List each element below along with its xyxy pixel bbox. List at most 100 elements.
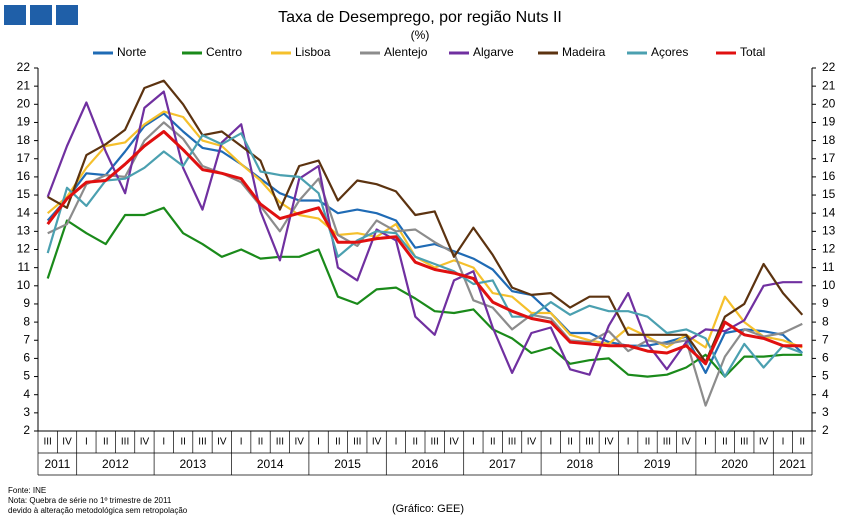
- x-tick-label: IV: [604, 437, 614, 448]
- y-tick-label: 5: [23, 369, 30, 383]
- year-label: 2016: [412, 457, 439, 471]
- y-tick-label: 10: [17, 278, 31, 292]
- x-tick-label: II: [800, 437, 806, 448]
- x-tick-label: IV: [372, 437, 382, 448]
- x-tick-label: IV: [62, 437, 72, 448]
- legend-label: Algarve: [473, 45, 514, 59]
- y2-tick-label: 18: [822, 133, 836, 147]
- y-tick-label: 18: [17, 133, 31, 147]
- y-tick-label: 22: [17, 60, 31, 74]
- x-tick-label: I: [85, 437, 88, 448]
- y-tick-label: 11: [18, 260, 31, 274]
- y2-tick-label: 21: [822, 78, 836, 92]
- x-tick-label: IV: [527, 437, 537, 448]
- logo-square: [30, 5, 52, 25]
- y2-tick-label: 12: [822, 242, 836, 256]
- y2-tick-label: 20: [822, 96, 836, 110]
- y2-tick-label: 6: [822, 351, 829, 365]
- y-tick-label: 6: [23, 351, 30, 365]
- y-tick-label: 19: [17, 115, 31, 129]
- y-tick-label: 17: [17, 151, 31, 165]
- x-tick-label: IV: [294, 437, 304, 448]
- series-line: [47, 121, 803, 407]
- y-tick-label: 12: [17, 242, 31, 256]
- legend-label: Alentejo: [384, 45, 428, 59]
- x-tick-label: II: [103, 437, 109, 448]
- legend-label: Centro: [206, 45, 242, 59]
- x-tick-label: III: [585, 437, 593, 448]
- y2-tick-label: 10: [822, 278, 836, 292]
- x-tick-label: III: [740, 437, 748, 448]
- x-tick-label: III: [431, 437, 439, 448]
- x-tick-label: III: [663, 437, 671, 448]
- x-tick-label: I: [627, 437, 630, 448]
- chart-subtitle: (%): [411, 28, 430, 42]
- year-label: 2015: [334, 457, 361, 471]
- x-tick-label: I: [782, 437, 785, 448]
- series-line: [46, 132, 803, 378]
- legend-label: Total: [740, 45, 765, 59]
- y-tick-label: 8: [23, 314, 30, 328]
- year-label: 2011: [44, 457, 70, 471]
- x-tick-label: II: [490, 437, 496, 448]
- x-tick-label: I: [704, 437, 707, 448]
- y-tick-label: 4: [23, 387, 30, 401]
- logo-square: [4, 5, 26, 25]
- x-tick-label: III: [276, 437, 284, 448]
- y2-tick-label: 22: [822, 60, 836, 74]
- x-tick-label: III: [44, 437, 52, 448]
- y-tick-label: 3: [23, 405, 30, 419]
- series-line: [46, 206, 803, 378]
- x-tick-label: IV: [449, 437, 459, 448]
- credit: (Gráfico: GEE): [392, 503, 464, 515]
- x-tick-label: I: [395, 437, 398, 448]
- year-label: 2013: [179, 457, 206, 471]
- x-tick-label: II: [180, 437, 186, 448]
- y2-tick-label: 5: [822, 369, 829, 383]
- x-tick-label: II: [722, 437, 728, 448]
- source: Fonte: INE: [8, 486, 46, 495]
- y2-tick-label: 19: [822, 115, 836, 129]
- y-tick-label: 13: [17, 224, 31, 238]
- y-tick-label: 20: [17, 96, 31, 110]
- x-tick-label: II: [258, 437, 264, 448]
- x-tick-label: I: [549, 437, 552, 448]
- legend-label: Madeira: [562, 45, 606, 59]
- year-label: 2020: [721, 457, 748, 471]
- year-label: 2019: [644, 457, 671, 471]
- note: devido à alteração metodológica sem retr…: [8, 506, 188, 515]
- series-line: [46, 110, 803, 349]
- y-tick-label: 7: [23, 332, 30, 346]
- x-tick-label: I: [317, 437, 320, 448]
- y2-tick-label: 7: [822, 332, 829, 346]
- y2-tick-label: 14: [822, 205, 836, 219]
- logo-square: [56, 5, 78, 25]
- y2-tick-label: 11: [822, 260, 835, 274]
- y-tick-label: 2: [23, 423, 30, 437]
- y2-tick-label: 9: [822, 296, 829, 310]
- y2-tick-label: 8: [822, 314, 829, 328]
- x-tick-label: III: [353, 437, 361, 448]
- series-line: [47, 79, 804, 364]
- x-tick-label: I: [472, 437, 475, 448]
- x-tick-label: II: [567, 437, 573, 448]
- y2-tick-label: 15: [822, 187, 836, 201]
- x-tick-label: I: [162, 437, 165, 448]
- x-tick-label: IV: [681, 437, 691, 448]
- y-tick-label: 16: [17, 169, 31, 183]
- x-tick-label: IV: [140, 437, 150, 448]
- legend-label: Norte: [117, 45, 147, 59]
- series-line: [46, 90, 803, 376]
- x-tick-label: IV: [759, 437, 769, 448]
- year-label: 2014: [257, 457, 284, 471]
- y2-tick-label: 17: [822, 151, 836, 165]
- x-tick-label: II: [645, 437, 651, 448]
- x-tick-label: II: [335, 437, 341, 448]
- year-label: 2012: [102, 457, 129, 471]
- x-tick-label: III: [508, 437, 516, 448]
- series-line: [46, 112, 804, 374]
- year-label: 2021: [779, 457, 806, 471]
- y-tick-label: 21: [17, 78, 31, 92]
- legend-label: Lisboa: [295, 45, 331, 59]
